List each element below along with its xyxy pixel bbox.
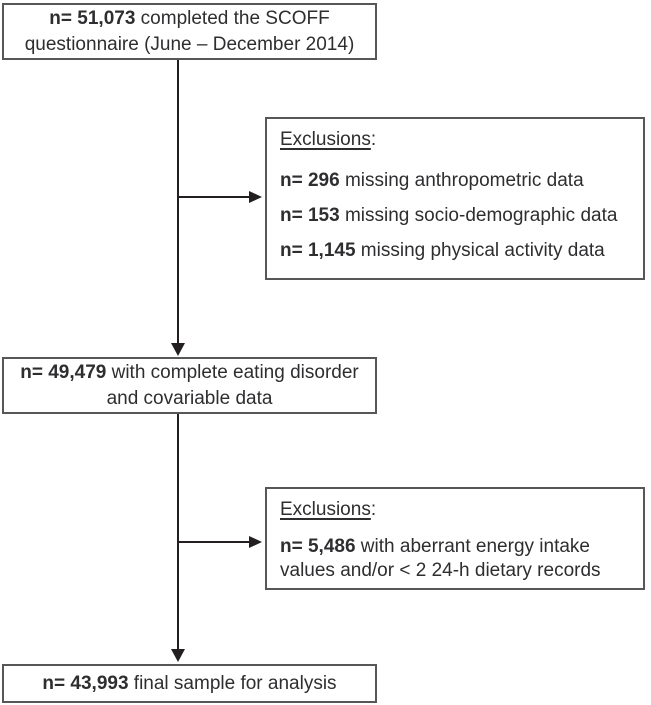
exclusion-item-sociodemographic: n= 153 missing socio-demographic data: [280, 204, 635, 228]
exclusion-count-energy-intake: n= 5,486: [280, 536, 356, 557]
box-complete-data: n= 49,479 with complete eating disorder …: [2, 357, 377, 414]
connector-branch-exclusions-2: [179, 541, 249, 543]
exclusions-2-heading-colon: :: [370, 499, 377, 520]
exclusion-text-energy-intake: with aberrant energy intake values and/o…: [280, 536, 601, 581]
exclusions-1-heading: Exclusions:: [280, 128, 635, 152]
arrowhead-down-icon: [171, 649, 185, 662]
exclusions-1-heading-colon: :: [370, 129, 377, 150]
box-complete-line-2: and covariable data: [106, 387, 273, 409]
sample-size-complete: n= 49,479: [20, 361, 107, 383]
box-final-sample: n= 43,993 final sample for analysis: [2, 664, 377, 703]
box-exclusions-1: Exclusions: n= 296 missing anthropometri…: [265, 117, 645, 280]
connector-branch-exclusions-1: [179, 196, 249, 198]
arrowhead-down-icon: [171, 343, 185, 356]
exclusion-count-sociodemographic: n= 153: [280, 205, 340, 226]
box-scoff-line-2: questionnaire (June – December 2014): [24, 33, 355, 55]
exclusion-count-physical-activity: n= 1,145: [280, 240, 356, 261]
exclusions-2-heading: Exclusions:: [280, 498, 635, 522]
sample-size-final: n= 43,993: [42, 672, 129, 694]
sample-size-total: n= 51,073: [49, 7, 136, 29]
exclusion-text-anthropometric: missing anthropometric data: [339, 170, 584, 191]
connector-top-to-middle: [177, 60, 179, 345]
connector-middle-to-final: [177, 414, 179, 650]
box-scoff-line-1-text: completed the SCOFF: [135, 7, 330, 29]
box-scoff-line-1: n= 51,073 completed the SCOFF: [4, 6, 375, 32]
box-exclusions-2: Exclusions: n= 5,486 with aberrant energ…: [265, 487, 645, 590]
exclusion-item-anthropometric: n= 296 missing anthropometric data: [280, 169, 635, 193]
exclusion-text-physical-activity: missing physical activity data: [355, 240, 605, 261]
exclusion-text-sociodemographic: missing socio-demographic data: [339, 205, 618, 226]
box-final-line: n= 43,993 final sample for analysis: [4, 671, 375, 697]
box-final-line-text: final sample for analysis: [128, 672, 337, 694]
box-complete-line-1: n= 49,479 with complete eating disorder: [4, 360, 375, 386]
exclusions-1-heading-word: Exclusions: [280, 129, 371, 150]
exclusion-item-physical-activity: n= 1,145 missing physical activity data: [280, 239, 635, 263]
arrowhead-right-icon: [249, 191, 262, 203]
exclusions-2-heading-word: Exclusions: [280, 499, 371, 520]
box-complete-line-1-text: with complete eating disorder: [106, 361, 359, 383]
arrowhead-right-icon: [249, 536, 262, 548]
exclusion-count-anthropometric: n= 296: [280, 170, 340, 191]
exclusion-item-energy-intake: n= 5,486 with aberrant energy intake val…: [280, 535, 635, 583]
box-scoff-questionnaire: n= 51,073 completed the SCOFF questionna…: [2, 3, 377, 60]
